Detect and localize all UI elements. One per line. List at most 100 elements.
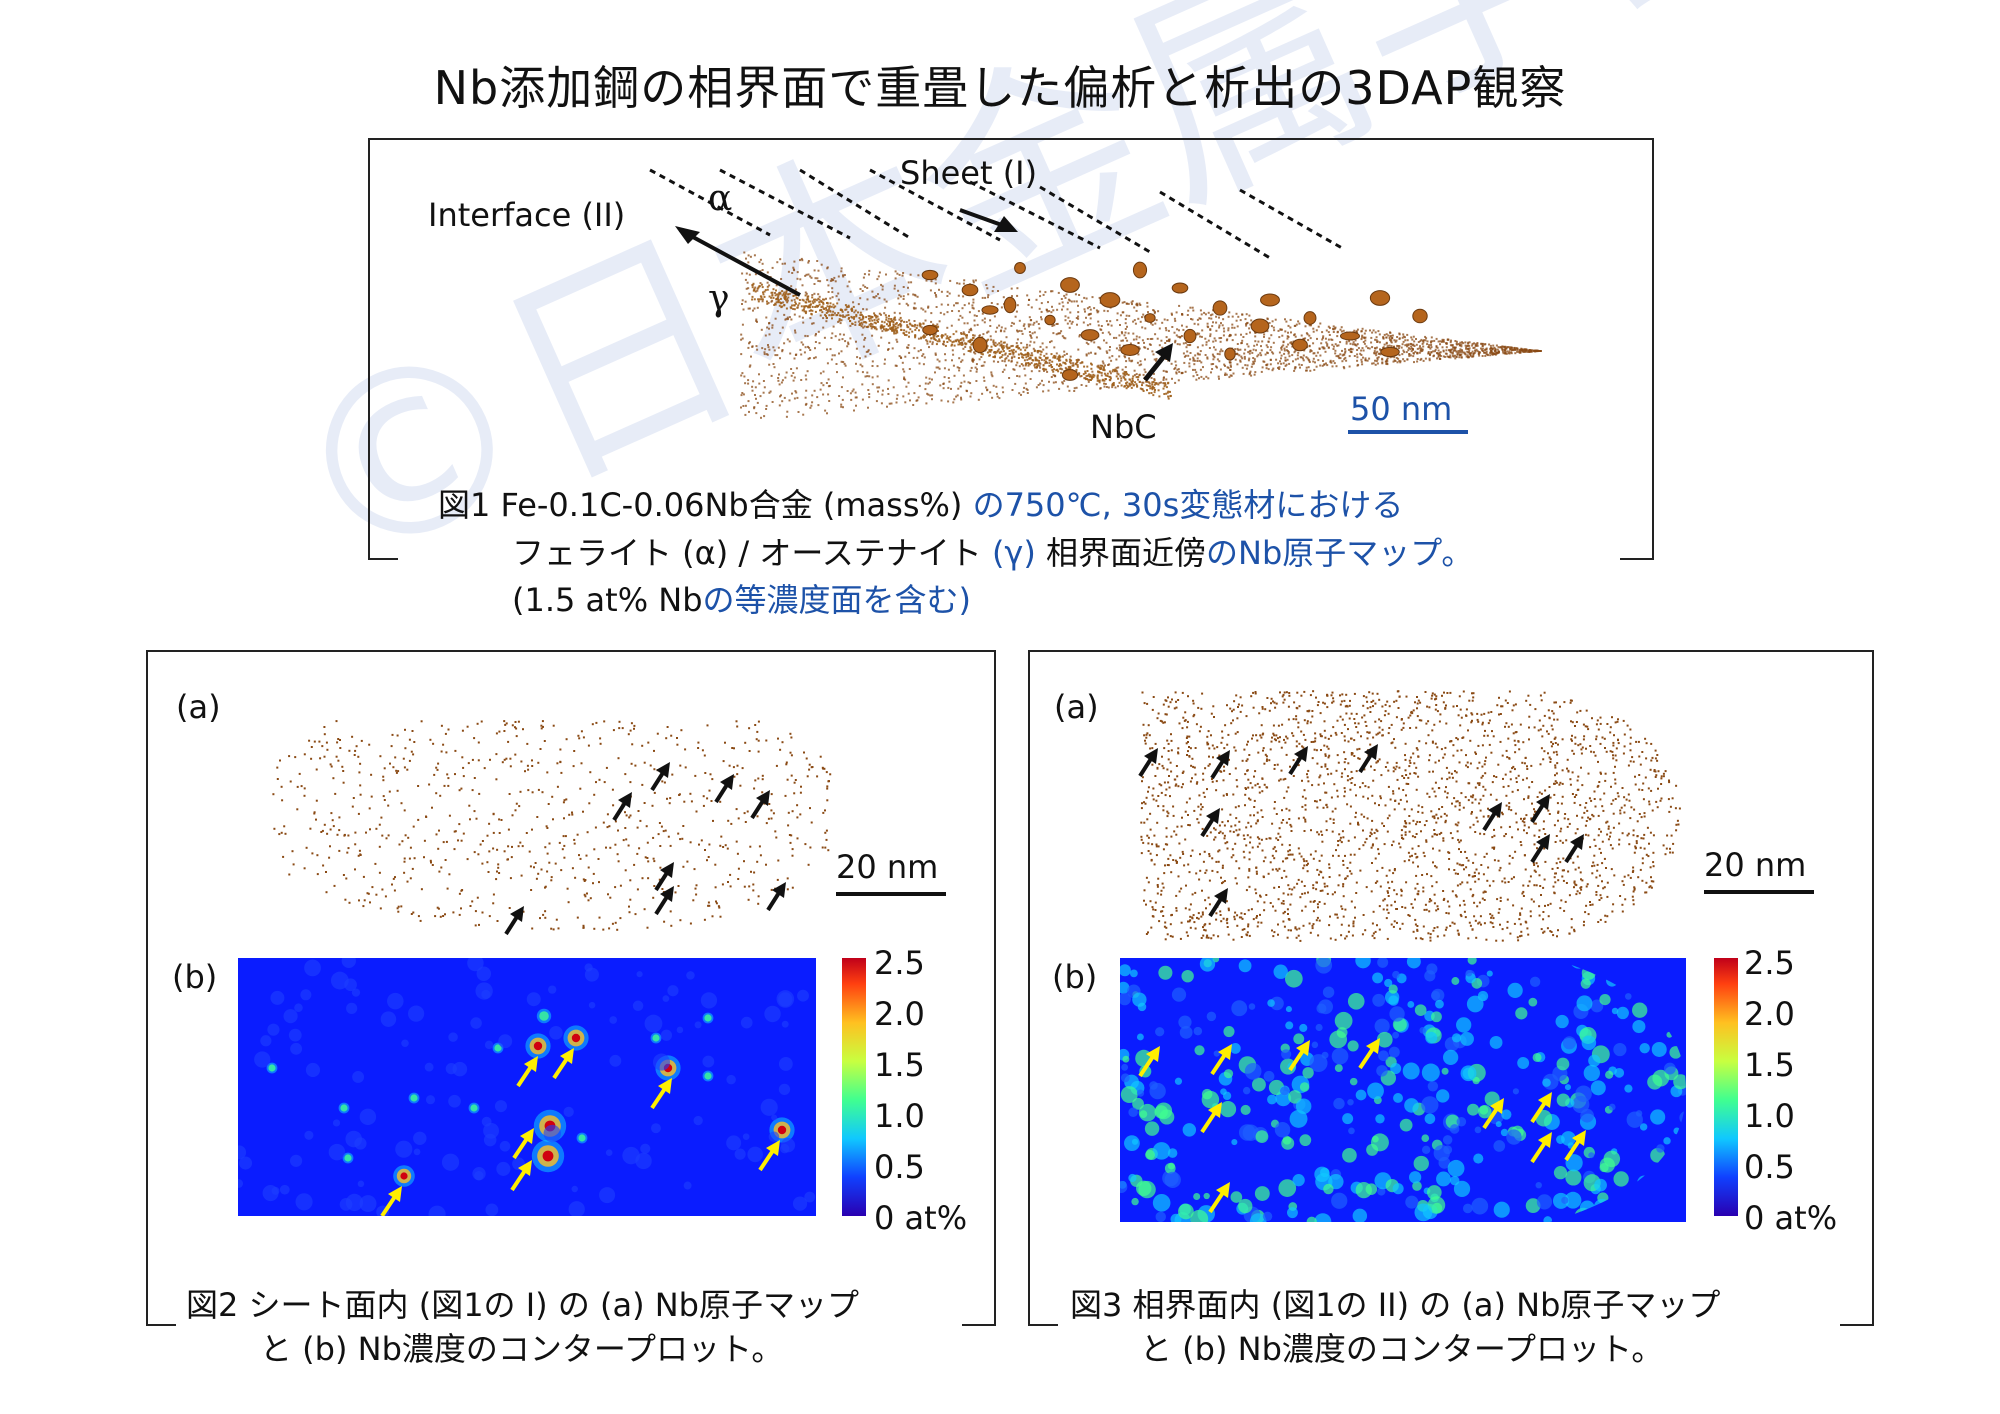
atom-point (338, 816, 341, 819)
atom-point (858, 322, 861, 325)
atom-point (831, 354, 834, 357)
atom-point (1027, 355, 1030, 357)
atom-point (1287, 324, 1290, 327)
atom-point (633, 863, 636, 866)
atom-point (514, 721, 517, 723)
fig2-frame (146, 650, 996, 1326)
atom-point (959, 385, 962, 388)
atom-point (625, 814, 628, 817)
atom-point (964, 342, 967, 345)
atom-point (1512, 348, 1515, 351)
atom-point (420, 888, 423, 891)
atom-point (996, 326, 999, 329)
atom-point (773, 304, 776, 306)
atom-point (1224, 374, 1226, 376)
atom-point (303, 787, 306, 790)
atom-point (875, 314, 878, 317)
atom-point (1422, 345, 1425, 348)
atom-point (690, 800, 693, 803)
atom-point (838, 318, 841, 321)
atom-point (761, 298, 764, 301)
atom-point (1061, 308, 1063, 311)
atom-point (719, 800, 722, 803)
atom-point (820, 382, 823, 385)
atom-point (1177, 368, 1180, 371)
atom-point (1057, 370, 1060, 373)
atom-point (1458, 695, 1461, 698)
atom-point (1091, 370, 1094, 373)
atom-point (1319, 799, 1322, 802)
atom-point (457, 839, 459, 842)
atom-point (1208, 347, 1211, 349)
atom-point (871, 290, 874, 293)
atom-point (403, 766, 406, 769)
atom-point (1298, 363, 1301, 366)
atom-point (325, 871, 327, 873)
atom-point (1038, 370, 1041, 373)
atom-point (354, 868, 356, 871)
atom-point (1170, 362, 1173, 365)
contour-noise (254, 1051, 271, 1068)
atom-point (1065, 368, 1068, 370)
atom-point (763, 386, 766, 389)
atom-point (1555, 750, 1558, 753)
atom-point (622, 839, 625, 842)
atom-point (565, 738, 568, 741)
atom-point (1293, 369, 1296, 372)
atom-point (1035, 320, 1038, 323)
atom-point (936, 326, 939, 329)
atom-point (883, 325, 886, 328)
atom-point (1305, 332, 1308, 335)
atom-point (1446, 778, 1449, 781)
atom-point (1117, 377, 1120, 380)
atom-point (1450, 339, 1452, 342)
atom-point (958, 369, 961, 372)
contour-noise (771, 1114, 778, 1121)
atom-point (1361, 327, 1364, 330)
atom-point (1410, 903, 1413, 906)
atom-point (1453, 797, 1456, 800)
atom-point (951, 343, 954, 346)
atom-point (544, 846, 547, 849)
atom-point (1075, 363, 1078, 366)
atom-point (1342, 366, 1345, 368)
atom-point (907, 281, 910, 284)
atom-point (1234, 333, 1237, 336)
atom-point (1131, 382, 1134, 385)
atom-point (785, 291, 788, 294)
atom-point (836, 314, 839, 316)
atom-point (754, 273, 757, 276)
atom-point (775, 764, 778, 767)
atom-point (1029, 323, 1032, 326)
atom-point (1269, 359, 1272, 361)
atom-point (1397, 345, 1400, 347)
atom-point (789, 751, 792, 754)
atom-point (1633, 888, 1636, 891)
fig1-nbc-particles (921, 261, 1428, 381)
contour-noise (289, 1154, 303, 1167)
atom-point (1448, 349, 1450, 352)
atom-point (774, 292, 776, 294)
atom-point (1107, 331, 1110, 334)
atom-point (1281, 328, 1283, 331)
atom-point (1038, 356, 1041, 359)
atom-point (445, 840, 448, 843)
atom-point (875, 328, 878, 331)
atom-point (1283, 349, 1286, 352)
atom-point (1636, 820, 1639, 823)
atom-point (1334, 349, 1337, 352)
contour-noise (380, 1011, 397, 1027)
atom-point (1063, 379, 1066, 382)
atom-point (1211, 353, 1214, 356)
atom-point (1366, 737, 1369, 740)
atom-point (396, 907, 399, 910)
atom-point (790, 754, 793, 757)
atom-point (1203, 311, 1206, 314)
atom-point (1266, 330, 1269, 333)
atom-point (316, 854, 319, 857)
atom-point (1160, 339, 1163, 342)
atom-point (1223, 765, 1225, 768)
atom-point (1555, 772, 1558, 775)
atom-point (1121, 332, 1124, 335)
atom-point (1462, 351, 1465, 354)
